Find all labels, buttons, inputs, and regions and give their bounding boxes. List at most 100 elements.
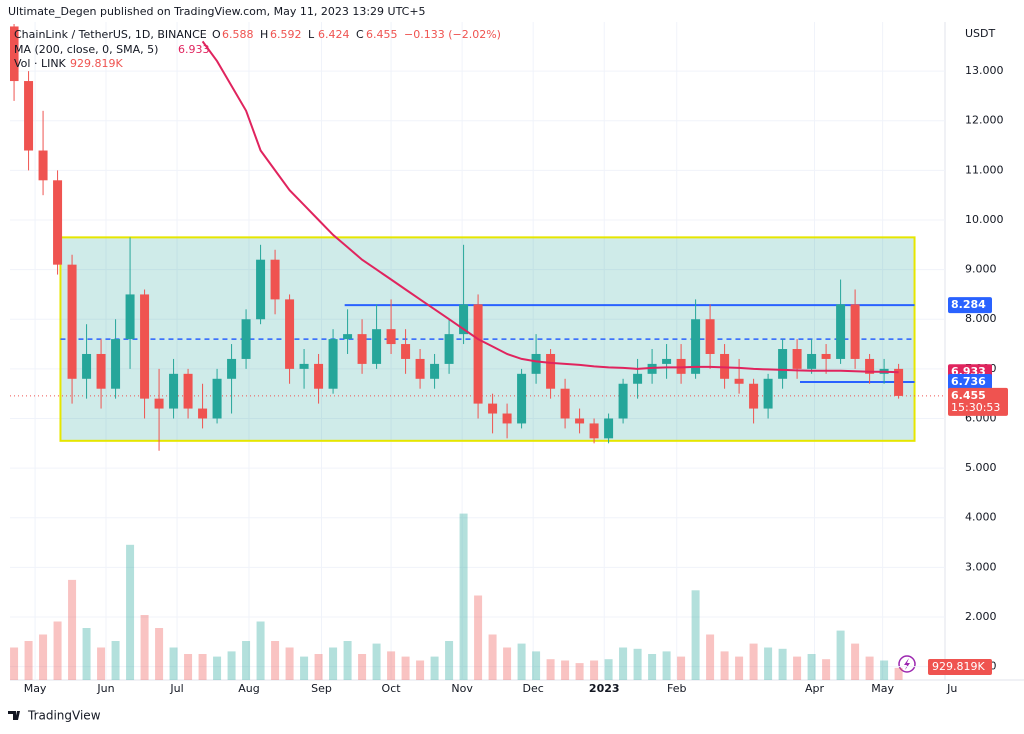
candle-body	[328, 339, 338, 389]
volume-bar	[242, 641, 251, 680]
candle-body	[546, 353, 556, 389]
last-price-tag: 6.455	[951, 389, 986, 402]
x-tick-label: Jun	[96, 682, 114, 695]
volume-bar	[459, 513, 468, 680]
volume-bar	[155, 628, 164, 680]
candle-body	[749, 383, 759, 409]
candle-body	[589, 423, 599, 439]
legend-ohlc-value: 6.424	[318, 28, 350, 41]
x-tick-label: Jul	[169, 682, 183, 695]
volume-bar	[503, 647, 512, 680]
candle-body	[82, 353, 92, 379]
volume-bar	[807, 654, 816, 680]
volume-bar	[111, 641, 120, 680]
footer-logo: TradingView	[8, 709, 101, 723]
volume-bar	[865, 656, 874, 680]
candle-body	[734, 378, 744, 384]
volume-bar	[822, 659, 831, 680]
volume-bar	[604, 659, 613, 680]
candle-body	[212, 378, 222, 419]
volume-bar	[372, 643, 381, 680]
header: Ultimate_Degen published on TradingView.…	[8, 5, 426, 18]
ma-line	[201, 40, 899, 374]
legend-vol: Vol · LINK	[14, 57, 67, 70]
volume-bar	[343, 641, 352, 680]
volume-tag: 929.819K	[932, 660, 985, 673]
volume-bar	[126, 544, 135, 680]
x-tick-label: Apr	[805, 682, 825, 695]
legend-ohlc-label: L	[308, 28, 315, 41]
candle-body	[691, 319, 701, 374]
candle-body	[67, 264, 77, 379]
legend-symbol: ChainLink / TetherUS, 1D, BINANCE	[14, 28, 207, 41]
volume-bar	[358, 654, 367, 680]
volume-bar	[300, 656, 309, 680]
candle-body	[502, 413, 512, 424]
volume-bar	[24, 641, 33, 680]
volume-bar	[633, 648, 642, 680]
x-tick-label: Ju	[946, 682, 957, 695]
candle-body	[227, 358, 237, 379]
candle-body	[140, 294, 150, 399]
candle-body	[473, 304, 483, 404]
y-tick-label: 3.000	[965, 560, 997, 573]
candle-body	[154, 398, 164, 409]
volume-bar	[285, 647, 294, 680]
volume-bar	[416, 660, 425, 680]
x-tick-label: May	[24, 682, 47, 695]
volume-bar	[184, 654, 193, 680]
candle-body	[111, 339, 121, 389]
volume-bar	[662, 651, 671, 680]
volume-bar	[894, 667, 903, 680]
volume-bar	[445, 641, 454, 680]
x-tick-label: 2023	[589, 682, 620, 695]
legend-ohlc-value: 6.592	[270, 28, 302, 41]
candle-body	[372, 329, 382, 364]
candle-body	[183, 373, 193, 409]
candle-body	[894, 368, 904, 396]
candle-body	[705, 319, 715, 354]
x-tick-label: Oct	[382, 682, 402, 695]
candle-body	[401, 344, 411, 359]
candle-body	[763, 378, 773, 409]
y-tick-label: 4.000	[965, 511, 997, 524]
candle-body	[53, 180, 63, 265]
candle-body	[314, 363, 324, 389]
volume-tag-bg	[928, 659, 992, 675]
axis-unit: USDT	[965, 27, 996, 40]
legend-ma-value: 6.933	[178, 43, 210, 56]
volume-bar	[271, 641, 280, 680]
candle-body	[821, 353, 831, 359]
volume-bar	[488, 634, 497, 680]
candle-body	[10, 26, 19, 82]
legend-ohlc-value: 6.588	[222, 28, 254, 41]
candle-body	[865, 358, 875, 374]
x-tick-label: Nov	[451, 682, 473, 695]
legend: ChainLink / TetherUS, 1D, BINANCE O 6.588 H…	[14, 28, 501, 70]
candle-body	[270, 259, 280, 300]
volume-bar	[401, 656, 410, 680]
x-tick-label: Feb	[667, 682, 686, 695]
volume-bar	[619, 647, 628, 680]
volume-bar	[561, 660, 570, 680]
candle-body	[618, 383, 628, 419]
candle-body	[792, 349, 802, 369]
candle-body	[459, 304, 469, 335]
x-tick-label: Aug	[238, 682, 259, 695]
volume-bar	[517, 643, 526, 680]
volume-bar	[82, 628, 91, 680]
volume-bar	[590, 660, 599, 680]
candle-body	[807, 353, 817, 369]
x-tick-label: Dec	[523, 682, 544, 695]
volume-bar	[793, 656, 802, 680]
volume-bar	[387, 651, 396, 680]
legend-ohlc-label: C	[356, 28, 364, 41]
y-tick-label: 9.000	[965, 263, 997, 276]
legend-ohlc-value: 6.455	[366, 28, 398, 41]
y-tick-label: 12.000	[965, 114, 1004, 127]
volume-bar	[68, 579, 77, 680]
legend-vol-value: 929.819K	[70, 57, 123, 70]
volume-bar	[256, 621, 265, 680]
